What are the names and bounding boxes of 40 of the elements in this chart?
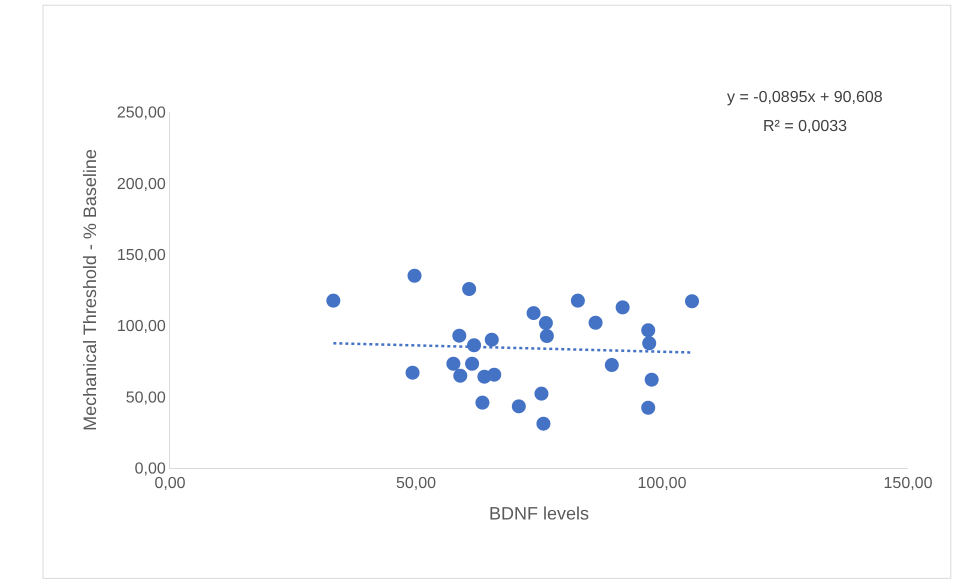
point (487, 368, 502, 382)
x-tick-label: 100,00 (638, 475, 687, 492)
point (484, 332, 499, 347)
point (526, 306, 541, 320)
annotation: R² = 0,0033 (763, 118, 848, 135)
text: y = -0,0895x + 90,608 (727, 89, 883, 106)
point (408, 268, 422, 283)
y-tick-label: 200,00 (116, 176, 166, 193)
y-tick-label: 100,00 (116, 318, 166, 336)
y-tick-label: 50,00 (126, 389, 166, 406)
y-axis-title: Mechanical Threshold - % Baseline (80, 149, 100, 431)
x-tick-label: 150,00 (884, 475, 933, 492)
point (452, 328, 466, 343)
x-tick-label: 0,00 (154, 475, 186, 492)
point (536, 416, 550, 431)
point (406, 366, 420, 380)
point (512, 399, 526, 414)
point (588, 316, 603, 330)
point (453, 368, 468, 383)
point (641, 323, 656, 338)
point (446, 356, 460, 371)
point (540, 329, 554, 343)
point (641, 400, 656, 415)
y-tick-label: 150,00 (116, 247, 166, 264)
point (644, 372, 659, 387)
x-tick-label: 50,00 (396, 475, 436, 492)
point (465, 356, 480, 371)
point (642, 336, 656, 350)
point (534, 386, 548, 401)
point (570, 294, 585, 308)
point (326, 294, 340, 308)
point (475, 396, 490, 410)
point (685, 294, 700, 308)
point (462, 282, 476, 296)
x-axis-title: BDNF levels (488, 503, 590, 524)
y-tick-label: 0,00 (134, 460, 166, 478)
point (604, 358, 619, 372)
y-tick-label: 250,00 (116, 104, 166, 122)
point (538, 316, 553, 330)
point (616, 300, 630, 314)
